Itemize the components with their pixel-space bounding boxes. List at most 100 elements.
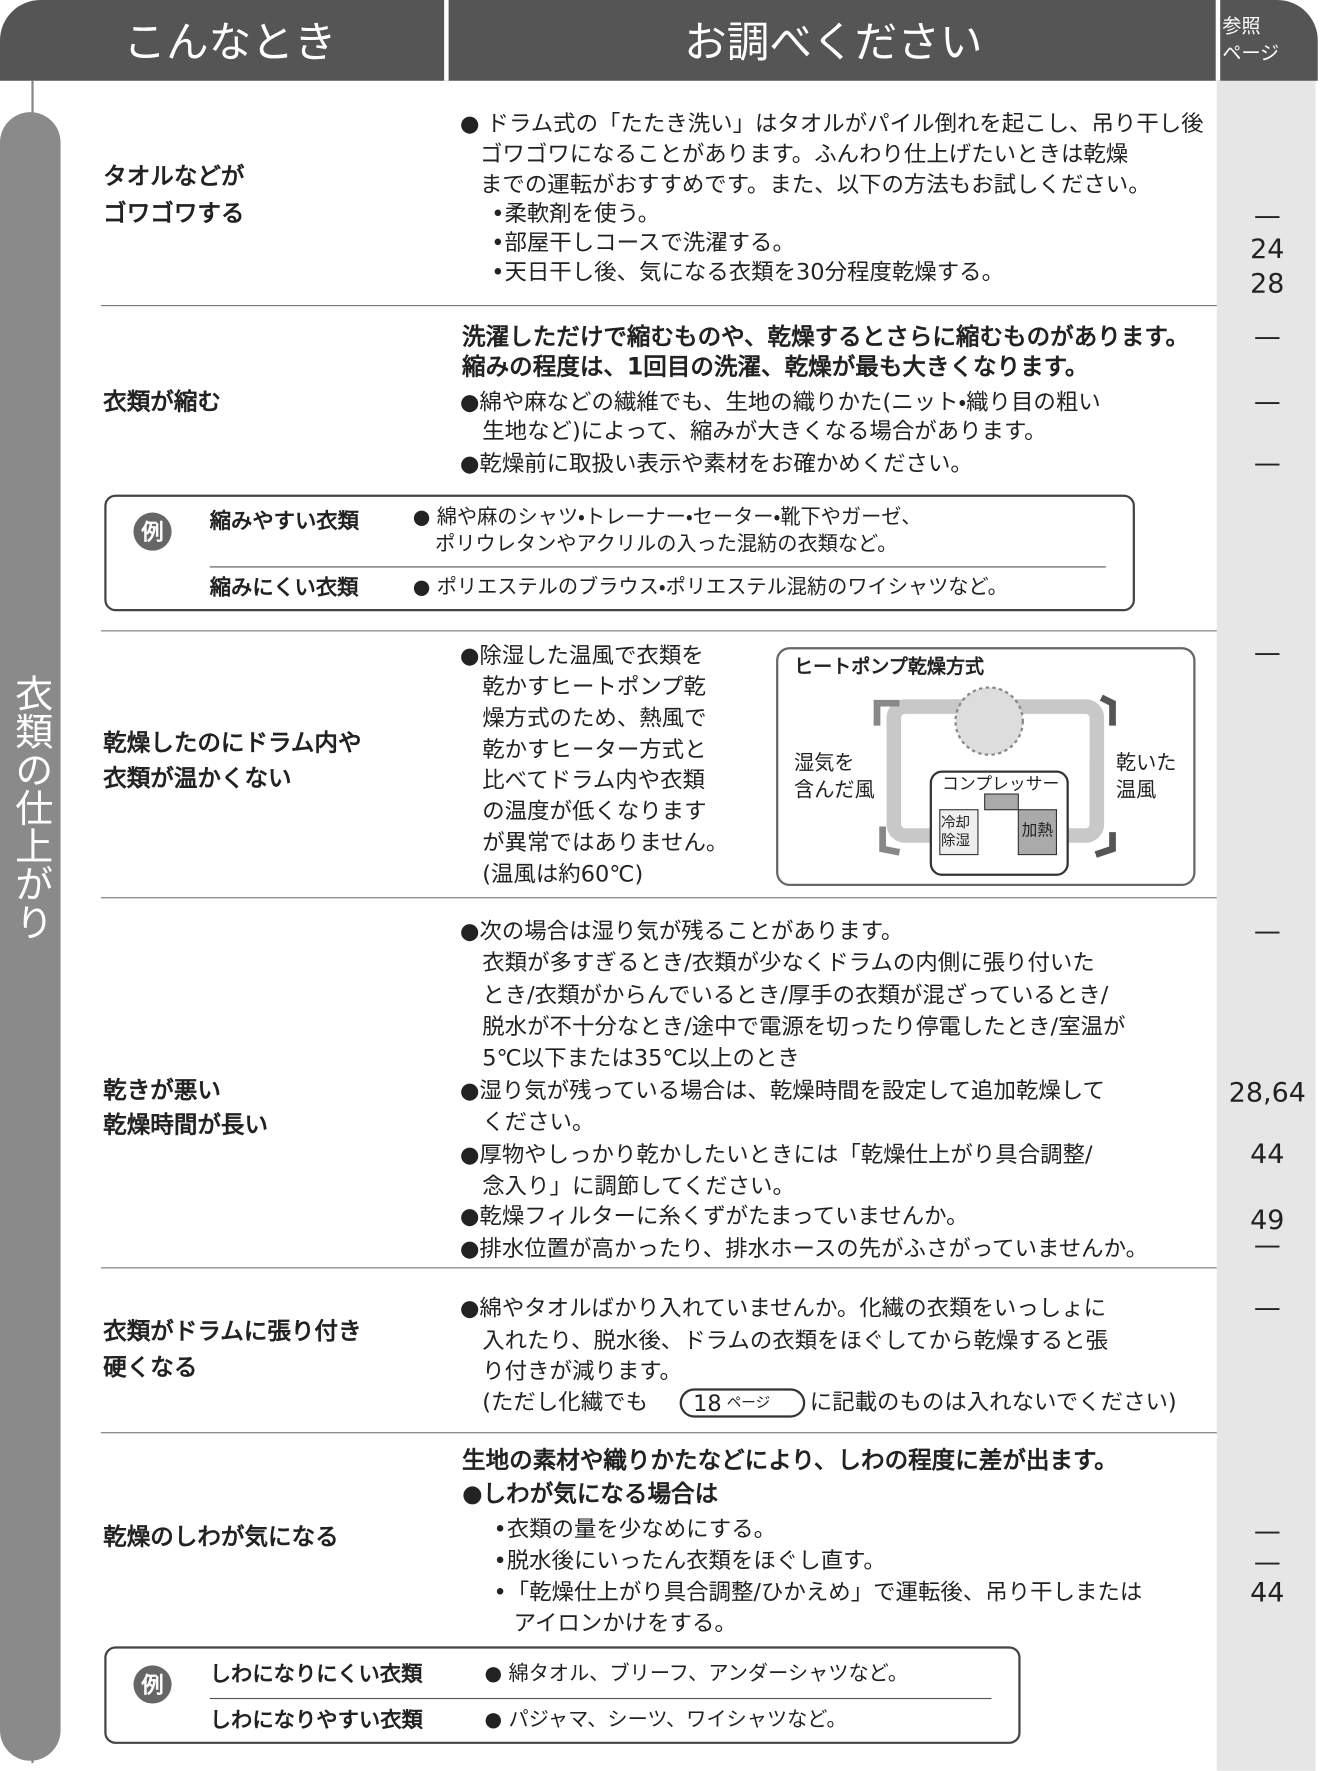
- diagram-label: 冷却: [940, 815, 971, 833]
- row-separator: [100, 630, 1217, 632]
- content-line: •脱水後にいったん衣類をほぐし直す。: [493, 1546, 886, 1574]
- header-col3: 参照: [1222, 15, 1261, 39]
- content-line: ●厚物やしっかり乾かしたいときには「乾燥仕上がり具合調整/: [459, 1140, 1093, 1168]
- side-label: 衣類の仕上がり: [7, 674, 53, 941]
- content-line: り付きが減ります。: [482, 1357, 682, 1384]
- header-col1: こんなとき: [123, 17, 337, 68]
- content-line: 生地の素材や織りかたなどにより、しわの程度に差が出ます。: [462, 1446, 1118, 1474]
- page-ref: —: [1253, 385, 1281, 418]
- content-line: とき/衣類がからんでいるとき/厚手の衣類が混ざっているとき/: [482, 981, 1109, 1009]
- content-line: ●排水位置が高かったり、排水ホースの先がふさがっていませんか。: [459, 1234, 1149, 1262]
- page-ref: —: [1253, 915, 1281, 947]
- arrow: [1099, 694, 1116, 726]
- symptom: 衣類が温かくない: [103, 764, 292, 792]
- example-label: 縮みにくい衣類: [209, 575, 359, 601]
- content-line: ●除湿した温風で衣類を: [459, 641, 704, 669]
- example-badge-text: 例: [141, 1671, 164, 1698]
- content-line: が異常ではありません。: [482, 828, 729, 856]
- diagram-label: 乾いた: [1115, 751, 1177, 775]
- page-ref: 44: [1250, 1576, 1285, 1609]
- drum: [954, 686, 1024, 756]
- content-line: ●乾燥前に取扱い表示や素材をお確かめください。: [459, 449, 973, 477]
- content-line: ●乾燥フィルターに糸くずがたまっていませんか。: [459, 1202, 969, 1230]
- row-separator: [100, 305, 1217, 307]
- page-ref: 28: [1250, 268, 1285, 300]
- page-ref: —: [1253, 1515, 1281, 1547]
- page-ref: 49: [1250, 1204, 1285, 1236]
- content-line: 乾かすヒーター方式と: [482, 735, 707, 763]
- page-ref: —: [1253, 1229, 1281, 1261]
- content-line: までの運転がおすすめです。また、以下の方法もお試しください。: [480, 170, 1151, 198]
- content-line: 比べてドラム内や衣類: [482, 765, 705, 793]
- content-line: 入れたり、脱水後、ドラムの衣類をほぐしてから乾燥すると張: [482, 1326, 1109, 1354]
- example-label: しわになりにくい衣類: [209, 1662, 423, 1687]
- page-badge-number: 18: [693, 1389, 722, 1417]
- content-line: 乾かすヒートポンプ乾: [482, 672, 706, 700]
- diagram-box: [776, 647, 1196, 886]
- row-separator: [100, 897, 1217, 899]
- content-line: •衣類の量を少なめにする。: [493, 1515, 777, 1543]
- symptom: 乾燥時間が長い: [103, 1111, 269, 1139]
- content-line: 洗濯しただけで縮むものや、乾燥するとさらに縮むものがあります。: [462, 322, 1190, 350]
- content-line: 縮みの程度は、1回目の洗濯、乾燥が最も大きくなります。: [462, 353, 1089, 381]
- page-badge-unit: ページ: [726, 1395, 771, 1412]
- page-ref: —: [1253, 1291, 1281, 1324]
- note-text: に記載のものは入れないでください): [809, 1388, 1177, 1416]
- content-line: 生地など)によって、縮みが大きくなる場合があります。: [482, 417, 1047, 445]
- side-tab: [0, 112, 61, 1761]
- content-line: 脱水が不十分なとき/途中で電源を切ったり停電したとき/室温が: [482, 1012, 1126, 1040]
- content-line: アイロンかけをする。: [513, 1609, 737, 1637]
- symptom: 乾きが悪い: [103, 1076, 221, 1104]
- arrow: [873, 699, 900, 726]
- symptom: 乾燥したのにドラム内や: [103, 728, 362, 756]
- content-line: ●綿やタオルばかり入れていませんか。化繊の衣類をいっしょに: [459, 1294, 1107, 1322]
- example-badge: [133, 1665, 172, 1704]
- symptom: 硬くなる: [103, 1353, 198, 1381]
- header-col2: お調べください: [684, 17, 983, 68]
- content-line: 5℃以下または35℃以上のとき: [482, 1044, 800, 1072]
- diagram-label: 含んだ風: [794, 778, 875, 802]
- example-box: [104, 494, 1135, 612]
- page-ref: 28,64: [1228, 1076, 1306, 1109]
- heater: [1017, 809, 1058, 856]
- example-item: ● 綿や麻のシャツ・トレーナー・セーター・靴下やガーゼ、: [412, 505, 922, 530]
- diagram-title: ヒートポンプ乾燥方式: [794, 656, 985, 679]
- symptom: タオルなどが: [103, 162, 245, 190]
- content-line: ●湿り気が残っている場合は、乾燥時間を設定して追加乾燥して: [459, 1076, 1105, 1104]
- row-separator: [100, 1432, 1217, 1434]
- symptom: ゴワゴワする: [103, 199, 245, 227]
- content-line: ●綿や麻などの繊維でも、生地の織りかた(ニット・織り目の粗い: [459, 388, 1101, 415]
- compressor: [984, 793, 1019, 811]
- example-item: ● ポリエステルのブラウス・ポリエステル混紡のワイシャツなど。: [412, 575, 1008, 599]
- diagram-label: コンプレッサー: [942, 773, 1060, 795]
- diagram-art: [873, 686, 1116, 876]
- diagram-label: 湿気を: [794, 751, 855, 775]
- cooler: [939, 809, 979, 856]
- arrow: [1094, 832, 1116, 858]
- content-line: ゴワゴワになることがあります。ふんわり仕上げたいときは乾燥: [480, 140, 1129, 168]
- diagram-label: 温風: [1115, 778, 1157, 802]
- page-ref: —: [1253, 1546, 1281, 1578]
- diagram-label: 除湿: [940, 833, 971, 851]
- example-label: しわになりやすい衣類: [209, 1708, 423, 1733]
- example-item: ポリウレタンやアクリルの入った混紡の衣類など。: [435, 532, 898, 557]
- content-line: •天日干し後、気になる衣類を30分程度乾燥する。: [491, 257, 1005, 285]
- header-divider: [1215, 0, 1221, 81]
- content-line: の温度が低くなります: [482, 797, 707, 825]
- page-badge: [679, 1388, 806, 1418]
- example-item: ● パジャマ、シーツ、ワイシャツなど。: [484, 1708, 847, 1732]
- content-line: 衣類が多すぎるとき/衣類が少なくドラムの内側に張り付いた: [482, 948, 1095, 976]
- example-badge-text: 例: [141, 518, 164, 546]
- content-line: •柔軟剤を使う。: [491, 199, 661, 227]
- page-ref: —: [1253, 447, 1281, 479]
- page-ref: —: [1253, 199, 1281, 232]
- example-label: 縮みやすい衣類: [209, 509, 359, 534]
- example-divider: [209, 1697, 992, 1700]
- note-text: (ただし化繊でも: [482, 1388, 649, 1416]
- header-divider: [444, 0, 449, 81]
- page-ref: —: [1253, 320, 1281, 353]
- example-divider: [209, 566, 1106, 568]
- ref-column-bg: [1216, 78, 1316, 1771]
- header-bar: [0, 0, 1318, 81]
